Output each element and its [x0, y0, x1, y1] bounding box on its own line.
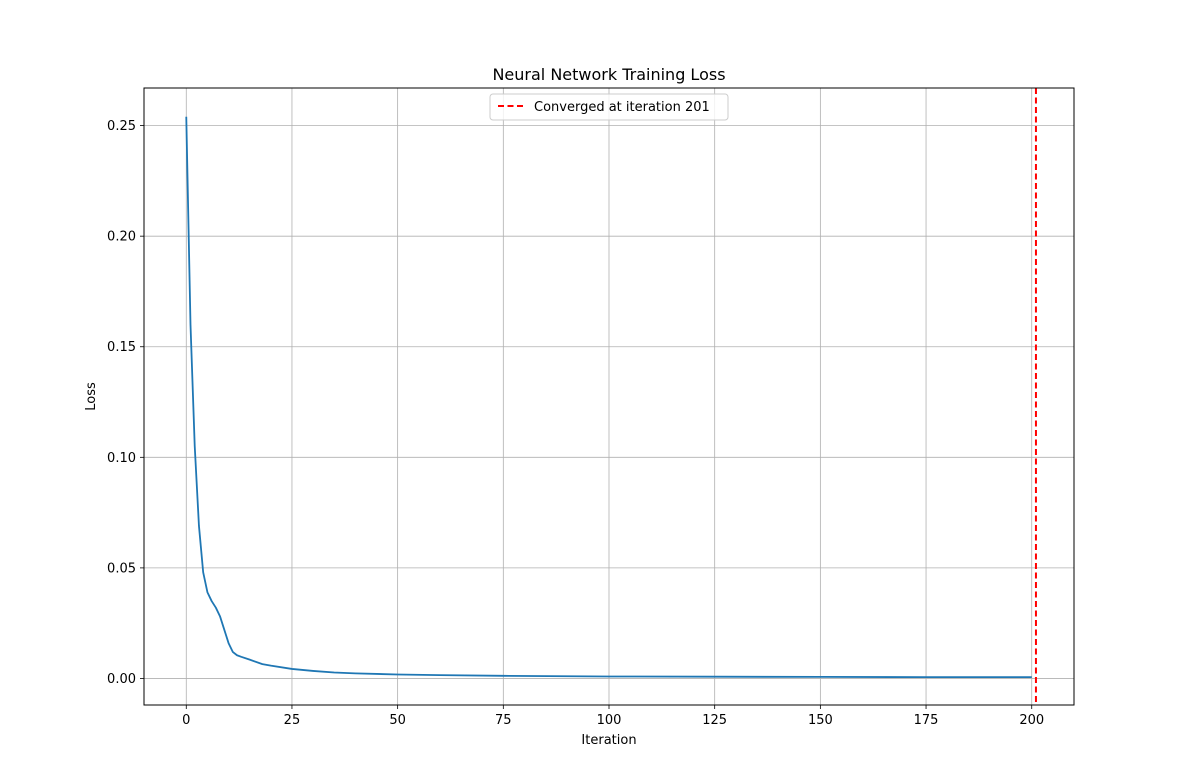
- axis-ticks: 0 25 50 75 100 125 150 175 200 0.00 0.05 0.10 0.15 0.…: [107, 119, 1044, 728]
- x-tick-label: 175: [914, 713, 939, 728]
- grid: [144, 88, 1074, 705]
- x-tick-label: 0: [182, 713, 190, 728]
- loss-series-line: [185, 116, 1032, 679]
- y-tick-label: 0.05: [107, 561, 136, 576]
- legend-box: [489, 93, 729, 121]
- chart-title: Neural Network Training Loss: [492, 65, 725, 84]
- legend: Converged at iteration 201: [489, 93, 729, 121]
- y-axis-label: Loss: [84, 382, 99, 411]
- y-tick-label: 0.20: [107, 230, 136, 245]
- y-tick-label: 0.25: [107, 119, 136, 134]
- x-axis-label: Iteration: [581, 733, 636, 748]
- y-tick-label: 0.15: [107, 340, 136, 355]
- plot-data: [185, 88, 1037, 705]
- x-tick-label: 200: [1019, 713, 1044, 728]
- x-tick-label: 125: [702, 713, 727, 728]
- x-tick-label: 50: [389, 713, 406, 728]
- x-tick-label: 75: [495, 713, 512, 728]
- x-tick-label: 150: [808, 713, 833, 728]
- y-tick-label: 0.00: [107, 672, 136, 687]
- x-tick-label: 25: [284, 713, 301, 728]
- x-tick-label: 100: [597, 713, 622, 728]
- y-tick-label: 0.10: [107, 451, 136, 466]
- legend-entry-converged: Converged at iteration 201: [534, 100, 710, 115]
